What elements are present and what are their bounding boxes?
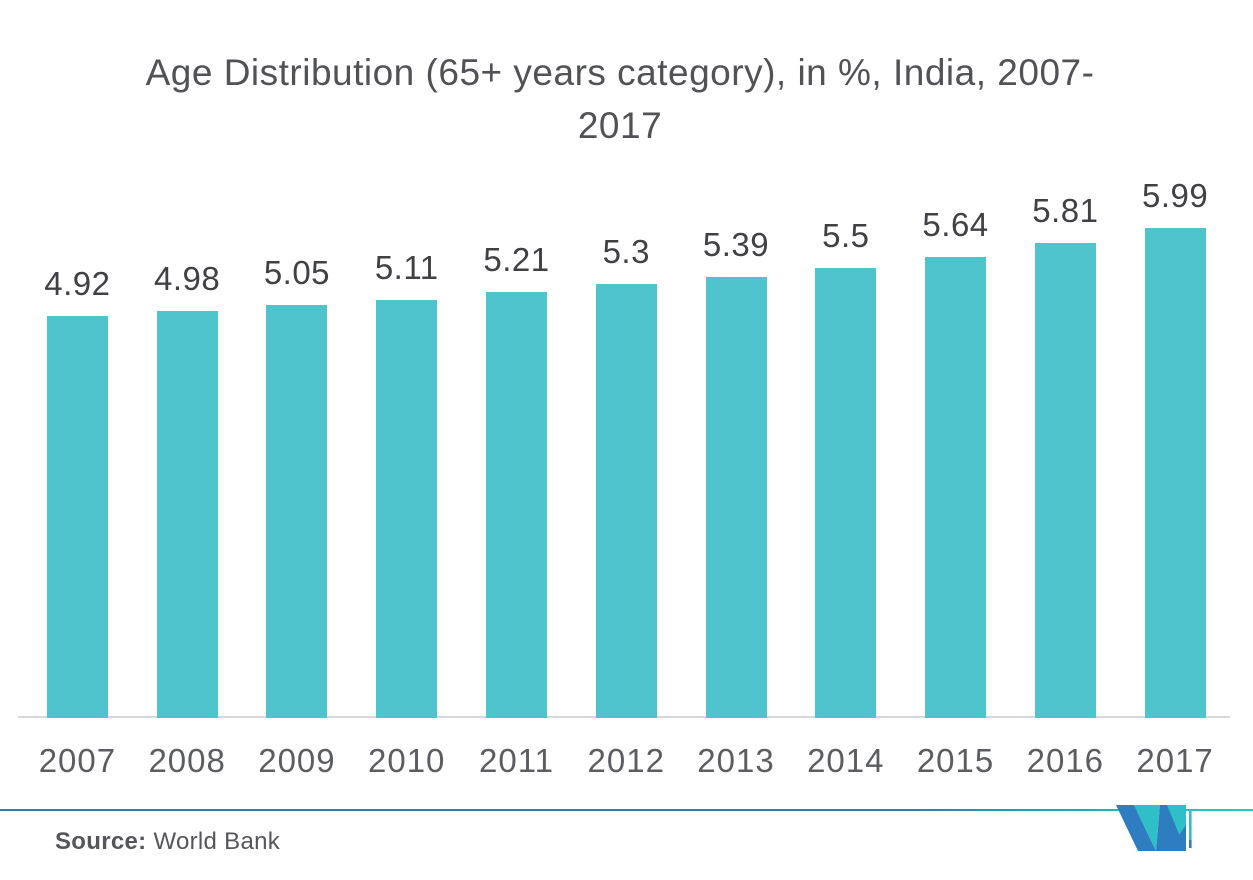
source-label: Source: [55,828,147,855]
bar-value-label: 5.81 [1032,192,1099,229]
x-axis-tick-label: 2008 [148,742,226,779]
x-axis-tick-label: 2013 [697,742,775,779]
x-axis-tick-label: 2011 [478,742,554,779]
source-attribution: Source: World Bank [55,828,280,856]
bar [376,300,438,718]
logo-i-bar-blue [1189,840,1192,848]
bar [595,284,657,718]
x-axis-tick-label: 2015 [916,742,995,779]
x-axis-tick-label: 2012 [587,742,665,779]
bar-value-label: 5.11 [374,249,439,286]
bar [1034,243,1096,718]
x-axis-tick-label: 2017 [1136,742,1214,779]
logo-i-bar-teal [1189,809,1192,840]
bar [156,311,218,718]
bar [266,305,328,718]
bar-value-label: 4.92 [44,265,111,302]
bar-value-label: 4.98 [154,260,221,297]
x-axis-tick-label: 2014 [807,742,885,779]
bar-value-label: 5.21 [483,241,550,278]
bar [46,316,108,718]
bar-value-label: 5.05 [263,254,331,291]
mordor-intelligence-logo [1116,805,1192,851]
bar-value-label: 5.64 [922,206,989,243]
x-axis-tick-label: 2009 [258,742,336,779]
x-axis-tick-label: 2016 [1026,742,1105,779]
bar [705,277,767,718]
bar [1144,228,1206,718]
logo-blue-corner [1168,825,1186,851]
logo-teal-triangle [1134,805,1160,851]
chart-title: Age Distribution (65+ years category), i… [0,46,1240,152]
chart-title-line-2: 2017 [577,105,663,146]
bar-value-label: 5.99 [1141,177,1209,214]
bar [815,268,877,718]
footer-divider-line [0,809,1253,811]
bar-value-label: 5.39 [702,226,770,263]
bar [925,257,987,718]
bar-value-label: 5.5 [822,217,870,254]
x-axis-tick-label: 2010 [367,742,446,779]
bar-value-label: 5.3 [602,233,650,270]
logo-blue-band-left [1116,805,1156,851]
source-name: World Bank [153,828,281,855]
x-axis-tick-label: 2007 [38,742,117,779]
bar [485,292,547,718]
chart-title-line-1: Age Distribution (65+ years category), i… [145,52,1095,93]
